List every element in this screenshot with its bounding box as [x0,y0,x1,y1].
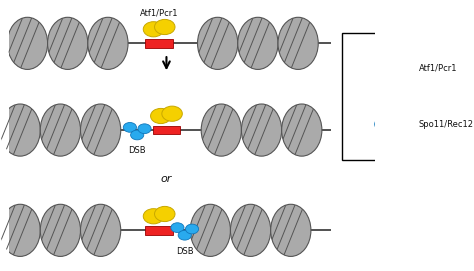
Text: Atf1/Pcr1: Atf1/Pcr1 [140,9,178,18]
Ellipse shape [0,204,40,256]
Ellipse shape [88,17,128,69]
Circle shape [380,58,402,74]
Ellipse shape [201,104,241,156]
Text: DSB: DSB [128,146,146,155]
Circle shape [155,20,175,35]
Circle shape [178,230,191,240]
Text: DSB: DSB [176,247,193,256]
Circle shape [143,22,164,37]
Ellipse shape [81,204,121,256]
Circle shape [185,224,199,234]
Ellipse shape [47,17,88,69]
Ellipse shape [40,204,81,256]
Ellipse shape [8,17,47,69]
Circle shape [123,122,137,132]
Ellipse shape [230,204,271,256]
Text: Spo11/Rec12: Spo11/Rec12 [419,120,474,129]
Bar [146,226,173,235]
Ellipse shape [0,104,40,156]
Text: Atf1/Pcr1: Atf1/Pcr1 [419,64,457,73]
Circle shape [151,108,171,124]
Circle shape [138,124,151,134]
Circle shape [143,209,164,224]
Ellipse shape [271,204,311,256]
Circle shape [131,130,144,140]
Ellipse shape [238,17,278,69]
Ellipse shape [282,104,322,156]
Ellipse shape [278,17,318,69]
Ellipse shape [241,104,282,156]
Circle shape [375,117,395,132]
Ellipse shape [81,104,121,156]
Ellipse shape [40,104,81,156]
Bar [146,39,173,48]
Circle shape [155,207,175,222]
Circle shape [162,106,182,121]
Circle shape [171,223,184,233]
Ellipse shape [198,17,238,69]
Bar [153,126,180,134]
Text: or: or [161,174,172,184]
FancyBboxPatch shape [342,33,474,160]
Circle shape [368,60,390,76]
Ellipse shape [190,204,230,256]
